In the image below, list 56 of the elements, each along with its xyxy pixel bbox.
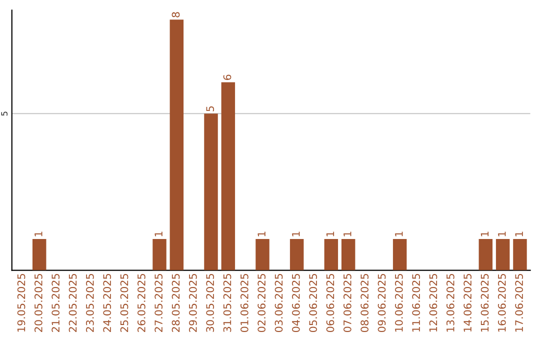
x-tick-label: 22.05.2025 (68, 274, 77, 332)
bar (392, 238, 407, 270)
bar (478, 238, 493, 270)
data-label: 1 (292, 232, 300, 236)
x-tick-label: 15.06.2025 (480, 274, 489, 332)
x-tick-label: 24.05.2025 (103, 274, 112, 332)
x-tick-label: 30.05.2025 (206, 274, 214, 332)
x-tick-label: 05.06.2025 (309, 274, 318, 332)
data-label: 8 (172, 12, 180, 18)
data-label: 6 (223, 74, 232, 80)
x-tick-label: 16.06.2025 (498, 274, 506, 332)
data-label: 1 (480, 232, 489, 236)
data-label: 5 (206, 106, 214, 112)
x-tick-label: 08.06.2025 (360, 274, 369, 332)
data-label: 1 (34, 232, 42, 236)
bar (170, 20, 184, 270)
x-tick-label: 28.05.2025 (172, 274, 180, 332)
x-tick-label: 19.05.2025 (17, 274, 26, 332)
x-tick-label: 06.06.2025 (326, 274, 334, 332)
x-tick-label: 02.06.2025 (258, 274, 266, 332)
data-label: 1 (498, 232, 506, 236)
bar (324, 238, 338, 270)
x-tick-label: 09.06.2025 (378, 274, 386, 332)
data-label: 1 (515, 232, 523, 236)
x-tick-label: 07.06.2025 (343, 274, 352, 332)
x-tick-label: 10.06.2025 (394, 274, 403, 332)
bar (204, 114, 218, 270)
x-tick-label: 25.05.2025 (120, 274, 128, 332)
data-label: 1 (154, 232, 162, 236)
x-tick-label: 03.06.2025 (274, 274, 283, 332)
bar (341, 238, 356, 270)
x-tick-label: 12.06.2025 (429, 274, 438, 332)
data-label: 1 (326, 232, 334, 236)
x-tick-label: 14.06.2025 (464, 274, 472, 332)
x-tick-label: 20.05.2025 (34, 274, 42, 332)
bar (290, 238, 304, 270)
data-label: 1 (344, 232, 352, 236)
data-label: 1 (395, 232, 403, 236)
x-tick-label: 04.06.2025 (292, 274, 300, 332)
bar (513, 238, 527, 270)
bar (221, 82, 236, 270)
x-tick-label: 26.05.2025 (137, 274, 146, 332)
x-tick-label: 21.05.2025 (52, 274, 60, 332)
x-tick-label: 31.05.2025 (223, 274, 232, 332)
x-tick-label: 13.06.2025 (446, 274, 454, 332)
x-tick-label: 01.06.2025 (240, 274, 248, 332)
bar (256, 238, 270, 270)
x-tick-label: 27.05.2025 (154, 274, 163, 332)
bar (496, 238, 510, 270)
x-tick-label: 11.06.2025 (412, 274, 420, 332)
bar (32, 238, 46, 270)
bar (152, 238, 166, 270)
x-tick-label: 29.05.2025 (188, 274, 197, 332)
x-tick-label: 23.05.2025 (86, 274, 94, 332)
x-tick-label: 17.06.2025 (515, 274, 524, 332)
data-label: 1 (258, 232, 266, 236)
